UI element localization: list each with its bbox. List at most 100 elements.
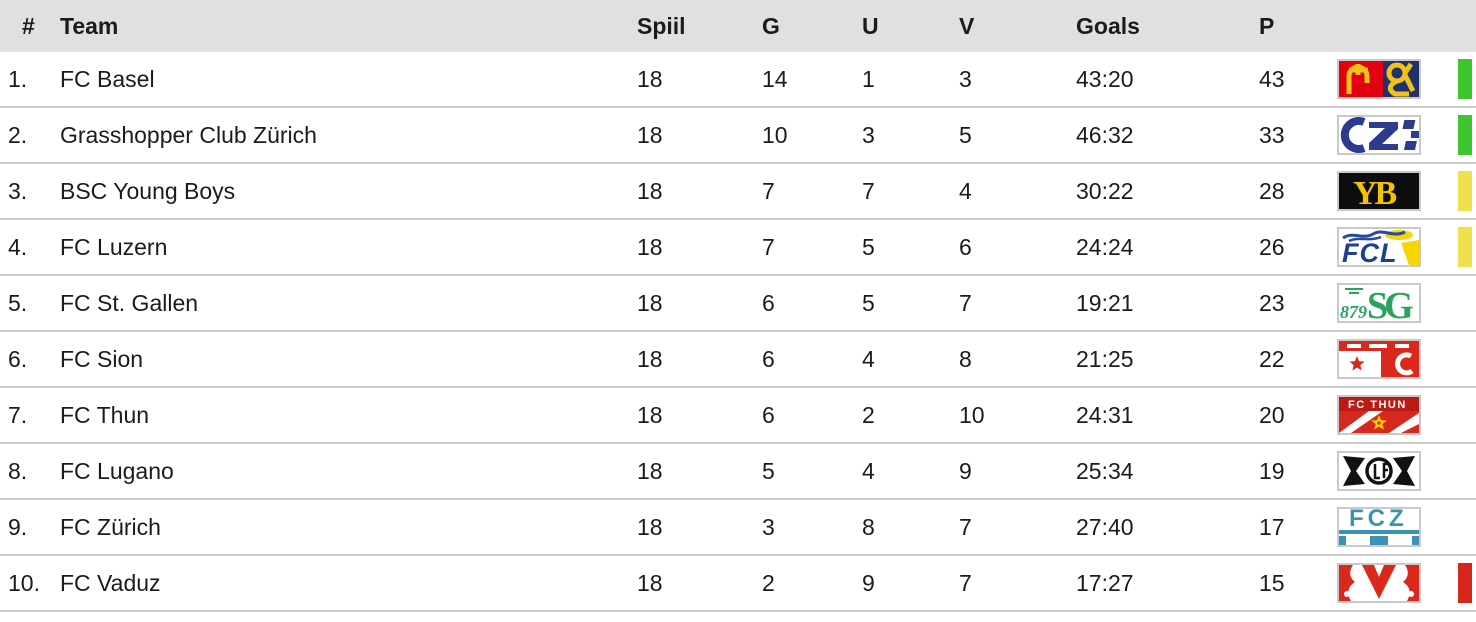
column-header-v: V: [959, 12, 975, 39]
losses-cell: 6: [959, 233, 972, 260]
wins-cell: 3: [762, 513, 775, 540]
column-header-rank: #: [22, 12, 35, 39]
goals-cell: 43:20: [1076, 65, 1134, 92]
standings-row[interactable]: 5. FC St. Gallen 18 6 5 7 19:21 23 879 SG: [0, 276, 1476, 332]
draws-cell: 4: [862, 457, 875, 484]
games-cell: 18: [637, 289, 663, 316]
wins-cell: 6: [762, 401, 775, 428]
games-cell: 18: [637, 345, 663, 372]
team-name: FC Thun: [60, 401, 150, 428]
rank-cell: 6.: [8, 345, 28, 372]
fc-basel-logo: [1337, 59, 1421, 99]
svg-text:FC THUN: FC THUN: [1348, 399, 1407, 411]
goals-cell: 17:27: [1076, 569, 1134, 596]
points-cell: 20: [1259, 401, 1285, 428]
table-body: 1. FC Basel 18 14 1 3 43:20 43 2. Grassh…: [0, 52, 1476, 612]
goals-cell: 27:40: [1076, 513, 1134, 540]
team-name: FC Luzern: [60, 233, 168, 260]
team-name: FC Vaduz: [60, 569, 161, 596]
wins-cell: 5: [762, 457, 775, 484]
rank-cell: 8.: [8, 457, 28, 484]
goals-cell: 19:21: [1076, 289, 1134, 316]
standings-row[interactable]: 10. FC Vaduz 18 2 9 7 17:27 15: [0, 556, 1476, 612]
team-name: FC St. Gallen: [60, 289, 199, 316]
rank-cell: 1.: [8, 65, 28, 92]
standings-row[interactable]: 1. FC Basel 18 14 1 3 43:20 43: [0, 52, 1476, 108]
fc-st-gallen-logo: 879 SG: [1337, 283, 1421, 323]
wins-cell: 14: [762, 65, 788, 92]
draws-cell: 3: [862, 121, 875, 148]
team-name: FC Basel: [60, 65, 155, 92]
games-cell: 18: [637, 121, 663, 148]
fc-zuerich-logo: FCZ: [1337, 507, 1421, 547]
losses-cell: 4: [959, 177, 972, 204]
goals-cell: 24:31: [1076, 401, 1134, 428]
goals-cell: 46:32: [1076, 121, 1134, 148]
games-cell: 18: [637, 569, 663, 596]
fc-thun-logo: FC THUN: [1337, 395, 1421, 435]
points-cell: 33: [1259, 121, 1285, 148]
points-cell: 17: [1259, 513, 1285, 540]
standings-row[interactable]: 8. FC Lugano 18 5 4 9 25:34 19: [0, 444, 1476, 500]
rank-cell: 9.: [8, 513, 28, 540]
svg-text:YB: YB: [1353, 175, 1397, 209]
team-name: FC Zürich: [60, 513, 161, 540]
svg-text:SG: SG: [1367, 285, 1413, 321]
standings-row[interactable]: 4. FC Luzern 18 7 5 6 24:24 26 FCL: [0, 220, 1476, 276]
fc-sion-logo: [1337, 339, 1421, 379]
points-cell: 23: [1259, 289, 1285, 316]
column-header-p: P: [1259, 12, 1275, 39]
draws-cell: 1: [862, 65, 875, 92]
draws-cell: 5: [862, 289, 875, 316]
losses-cell: 7: [959, 513, 972, 540]
wins-cell: 2: [762, 569, 775, 596]
wins-cell: 7: [762, 233, 775, 260]
wins-cell: 6: [762, 345, 775, 372]
points-cell: 19: [1259, 457, 1285, 484]
games-cell: 18: [637, 177, 663, 204]
draws-cell: 9: [862, 569, 875, 596]
bsc-young-boys-logo: YB: [1337, 171, 1421, 211]
goals-cell: 25:34: [1076, 457, 1134, 484]
qualification-bar: [1458, 171, 1472, 211]
team-name: Grasshopper Club Zürich: [60, 121, 317, 148]
points-cell: 26: [1259, 233, 1285, 260]
team-name: FC Sion: [60, 345, 144, 372]
points-cell: 15: [1259, 569, 1285, 596]
draws-cell: 7: [862, 177, 875, 204]
standings-row[interactable]: 2. Grasshopper Club Zürich 18 10 3 5 46:…: [0, 108, 1476, 164]
column-header-u: U: [862, 12, 879, 39]
games-cell: 18: [637, 233, 663, 260]
wins-cell: 6: [762, 289, 775, 316]
table-header-row: # Team Spiil G U V Goals P: [0, 0, 1476, 52]
losses-cell: 10: [959, 401, 985, 428]
games-cell: 18: [637, 513, 663, 540]
fc-lugano-logo: [1337, 451, 1421, 491]
qualification-bar: [1458, 563, 1472, 603]
goals-cell: 24:24: [1076, 233, 1134, 260]
standings-row[interactable]: 3. BSC Young Boys 18 7 7 4 30:22 28 YB: [0, 164, 1476, 220]
svg-text:879: 879: [1340, 302, 1367, 321]
rank-cell: 4.: [8, 233, 28, 260]
qualification-bar: [1458, 227, 1472, 267]
standings-row[interactable]: 6. FC Sion 18 6 4 8 21:25 22: [0, 332, 1476, 388]
draws-cell: 2: [862, 401, 875, 428]
grasshopper-club-zuerich-logo: [1337, 115, 1421, 155]
team-name: BSC Young Boys: [60, 177, 236, 204]
qualification-bar: [1458, 59, 1472, 99]
rank-cell: 7.: [8, 401, 28, 428]
standings-row[interactable]: 9. FC Zürich 18 3 8 7 27:40 17 FCZ: [0, 500, 1476, 556]
svg-text:FCL: FCL: [1342, 238, 1397, 265]
points-cell: 28: [1259, 177, 1285, 204]
losses-cell: 8: [959, 345, 972, 372]
column-header-g: G: [762, 12, 780, 39]
losses-cell: 7: [959, 569, 972, 596]
rank-cell: 10.: [8, 569, 40, 596]
losses-cell: 9: [959, 457, 972, 484]
svg-text:FCZ: FCZ: [1349, 509, 1408, 532]
column-header-goals: Goals: [1076, 12, 1140, 39]
games-cell: 18: [637, 65, 663, 92]
qualification-bar: [1458, 115, 1472, 155]
standings-row[interactable]: 7. FC Thun 18 6 2 10 24:31 20 FC THUN: [0, 388, 1476, 444]
